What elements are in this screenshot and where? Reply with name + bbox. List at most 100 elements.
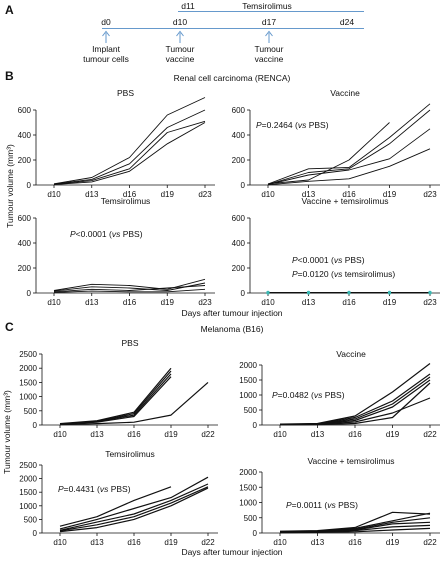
data-point: [428, 291, 432, 295]
series-line: [279, 527, 431, 534]
x-tick-label: d23: [423, 190, 437, 199]
y-tick-label: 1000: [239, 499, 257, 508]
x-tick-label: d10: [47, 190, 61, 199]
y-tick-label: 200: [232, 264, 246, 273]
y-tick-label: 200: [232, 156, 246, 165]
chart-b16-vaccine: Vaccine 0 500 1000 1500 2000 d10 d13 d16 d19 d22 P=…: [239, 349, 440, 439]
y-tick-label: 1000: [19, 393, 37, 402]
x-tick-label: d19: [386, 538, 400, 547]
chart-title: PBS: [121, 338, 138, 348]
event-label-implant-2: tumour cells: [83, 54, 129, 64]
p-value-annotation: P=0.0482 (vs PBS): [272, 390, 345, 400]
panel-b: B Renal cell carcinoma (RENCA) Tumour vo…: [5, 69, 291, 318]
series-line: [59, 381, 209, 426]
x-tick-label: d13: [90, 430, 104, 439]
series-line: [53, 120, 206, 185]
panel-c-letter: C: [5, 320, 14, 334]
y-tick-label: 500: [24, 515, 38, 524]
series-line: [59, 486, 209, 532]
panel-b-title: Renal cell carcinoma (RENCA): [174, 73, 291, 83]
event-label-vaccine-d10-1: Tumour: [166, 44, 195, 54]
p-value-annotation: P<0.0001 (vs PBS): [292, 255, 365, 265]
day-label-d17: d17: [262, 17, 276, 27]
series-line: [279, 382, 431, 426]
x-tick-label: d22: [201, 430, 215, 439]
y-tick-label: 0: [253, 529, 258, 538]
x-tick-label: d13: [85, 190, 99, 199]
series-line: [59, 367, 172, 425]
x-tick-label: d10: [261, 190, 275, 199]
y-tick-label: 600: [232, 106, 246, 115]
event-arrow-d0: [102, 30, 110, 43]
event-label-implant-1: Implant: [92, 44, 121, 54]
series-line: [267, 128, 431, 186]
y-tick-label: 2000: [239, 361, 257, 370]
event-label-vaccine-d10-2: vaccine: [166, 54, 195, 64]
y-tick-label: 1500: [239, 376, 257, 385]
x-tick-label: d16: [127, 538, 141, 547]
panel-c: C Melanoma (B16) Tumour volume (mm³) Day…: [2, 320, 283, 557]
series-line: [59, 483, 209, 531]
data-point: [306, 291, 311, 295]
x-tick-label: d23: [198, 190, 212, 199]
chart-title: Vaccine: [330, 88, 360, 98]
series-line: [59, 376, 172, 425]
chart-title: PBS: [117, 88, 134, 98]
y-tick-label: 600: [232, 214, 246, 223]
series-line: [53, 122, 206, 186]
chart-b16-pbs: PBS 0 500 1000 1500 2000 2500 d10 d13 d16 d19 d22: [19, 338, 218, 439]
y-tick-label: 0: [241, 289, 246, 298]
panel-b-letter: B: [5, 69, 14, 83]
chart-title: Temsirolimus: [101, 196, 151, 206]
day-label-d10: d10: [173, 17, 187, 27]
x-tick-label: d16: [348, 538, 362, 547]
x-tick-label: d16: [123, 298, 137, 307]
y-tick-label: 2000: [19, 364, 37, 373]
y-tick-label: 600: [18, 214, 32, 223]
y-tick-label: 2000: [239, 468, 257, 477]
chart-renca-vaccine-temsirolimus: Vaccine + temsirolimus 0 200 400 600 d10 d13 d1…: [232, 196, 440, 307]
y-tick-label: 0: [33, 529, 38, 538]
series-line: [53, 288, 206, 293]
x-tick-label: d16: [123, 190, 137, 199]
y-tick-label: 1500: [19, 378, 37, 387]
y-tick-label: 400: [232, 131, 246, 140]
y-tick-label: 200: [18, 156, 32, 165]
y-tick-label: 0: [27, 289, 32, 298]
y-tick-label: 1000: [239, 391, 257, 400]
chart-renca-vaccine: Vaccine 0 200 400 600 d10 d13 d16 d19 d23 P=0.2464…: [232, 88, 440, 199]
series-line: [267, 148, 431, 186]
x-tick-label: d13: [311, 430, 325, 439]
p-value-annotation: P=0.0011 (vs PBS): [286, 500, 358, 510]
data-point: [347, 291, 351, 295]
panel-a-letter: A: [5, 3, 14, 17]
event-arrow-d17: [265, 30, 273, 43]
x-tick-label: d22: [201, 538, 215, 547]
x-tick-label: d19: [383, 190, 397, 199]
series-line: [59, 476, 209, 530]
y-tick-label: 400: [18, 131, 32, 140]
x-tick-label: d10: [273, 430, 287, 439]
y-tick-label: 500: [244, 406, 258, 415]
series-line: [267, 103, 431, 185]
x-tick-label: d13: [90, 538, 104, 547]
y-tick-label: 2000: [19, 475, 37, 484]
x-tick-label: d10: [261, 298, 275, 307]
x-tick-label: d16: [348, 430, 362, 439]
x-tick-label: d19: [161, 298, 175, 307]
y-tick-label: 400: [232, 239, 246, 248]
data-point: [387, 291, 392, 295]
panel-c-x-axis-label: Days after tumour injection: [181, 547, 282, 557]
panel-c-y-axis-label: Tumour volume (mm³): [2, 390, 12, 474]
y-tick-label: 600: [18, 106, 32, 115]
panel-b-x-axis-label: Days after tumour injection: [181, 308, 282, 318]
x-tick-label: d16: [342, 190, 356, 199]
x-tick-label: d19: [164, 538, 178, 547]
x-tick-label: d13: [302, 298, 316, 307]
x-tick-label: d19: [161, 190, 175, 199]
x-tick-label: d23: [198, 298, 212, 307]
y-tick-label: 2500: [19, 350, 37, 359]
p-value-annotation: P=0.4431 (vs PBS): [58, 484, 131, 494]
y-tick-label: 0: [241, 181, 246, 190]
chart-title: Vaccine: [336, 349, 366, 359]
